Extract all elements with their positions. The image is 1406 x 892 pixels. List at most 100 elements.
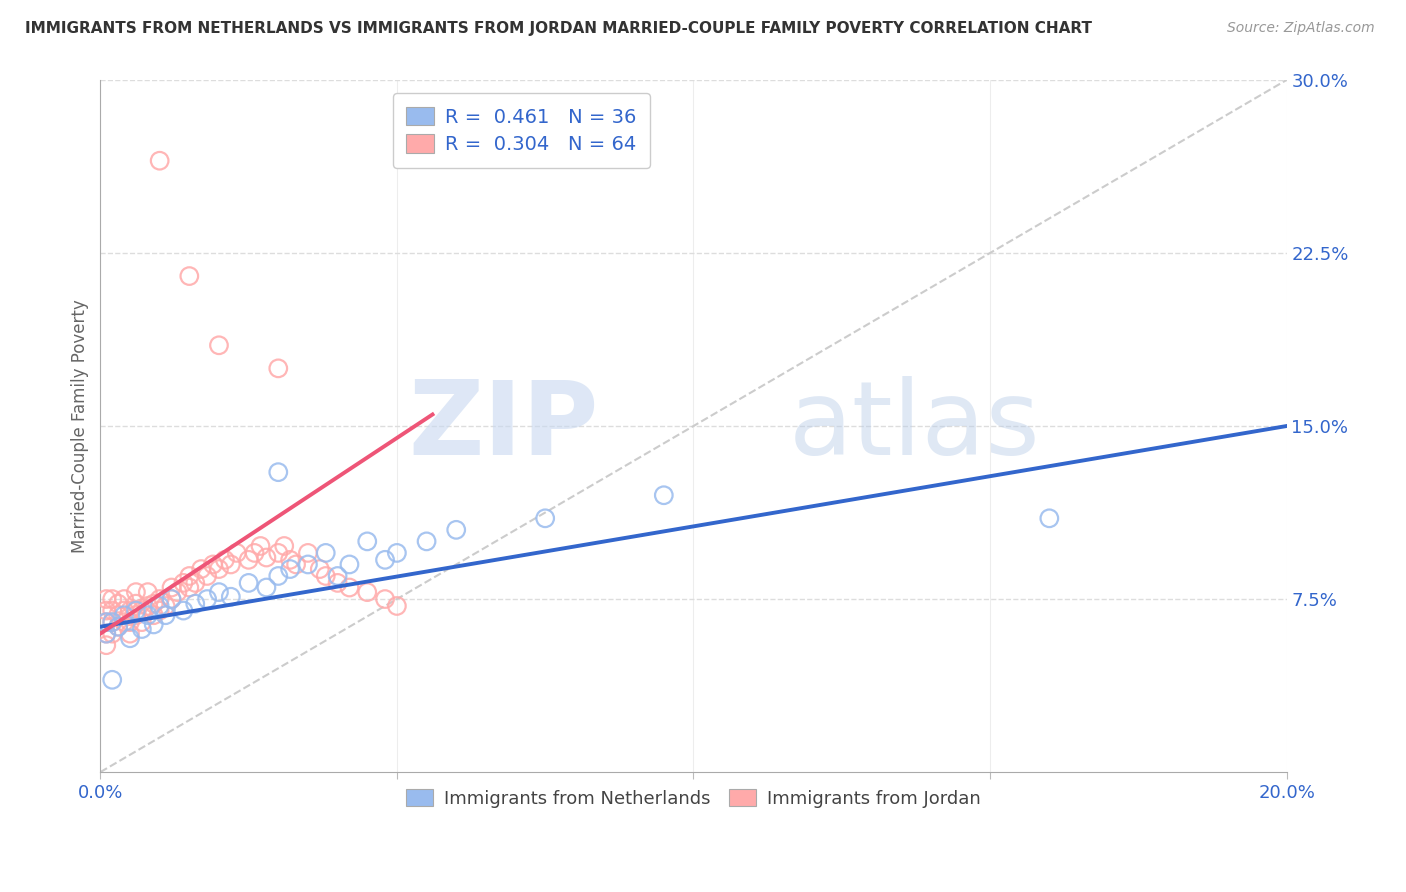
Point (131, 604, 153, 618)
Text: atlas: atlas (789, 376, 1040, 476)
Point (107, 620, 129, 634)
Point (339, 581, 361, 595)
Point (149, 153, 172, 168)
Point (160, 592, 183, 607)
Point (179, 268, 201, 283)
Point (155, 608, 177, 623)
Text: IMMIGRANTS FROM NETHERLANDS VS IMMIGRANTS FROM JORDAN MARRIED-COUPLE FAMILY POVE: IMMIGRANTS FROM NETHERLANDS VS IMMIGRANT… (25, 21, 1092, 37)
Point (385, 599, 408, 613)
Point (278, 562, 301, 576)
Point (315, 546, 337, 560)
Point (249, 539, 271, 553)
Point (297, 558, 319, 572)
Point (96, 592, 118, 607)
Legend: Immigrants from Netherlands, Immigrants from Jordan: Immigrants from Netherlands, Immigrants … (399, 781, 988, 815)
Point (136, 599, 159, 613)
Point (190, 562, 212, 576)
Point (267, 569, 290, 583)
Point (315, 569, 337, 583)
Point (112, 615, 135, 629)
Text: ZIP: ZIP (408, 376, 599, 476)
Point (96, 626, 118, 640)
Point (1038, 511, 1060, 525)
Point (149, 599, 172, 613)
Point (125, 585, 148, 599)
Point (273, 539, 295, 553)
Point (142, 617, 165, 632)
Point (101, 592, 124, 607)
Point (112, 604, 135, 618)
Point (326, 569, 349, 583)
Point (112, 608, 135, 623)
Y-axis label: Married-Couple Family Poverty: Married-Couple Family Poverty (72, 299, 89, 553)
Point (118, 604, 141, 618)
Point (534, 511, 557, 525)
Point (326, 575, 349, 590)
Point (374, 553, 396, 567)
Point (214, 553, 236, 567)
Point (339, 558, 361, 572)
Point (172, 575, 194, 590)
Point (179, 581, 201, 595)
Point (219, 590, 242, 604)
Point (267, 546, 290, 560)
Point (142, 608, 165, 623)
Point (96, 638, 118, 652)
Point (179, 569, 201, 583)
Point (131, 622, 153, 636)
Point (107, 608, 129, 623)
Point (101, 626, 124, 640)
Point (125, 608, 148, 623)
Point (136, 585, 159, 599)
Point (652, 488, 675, 502)
Point (118, 626, 141, 640)
Point (219, 558, 242, 572)
Text: Source: ZipAtlas.com: Source: ZipAtlas.com (1227, 21, 1375, 36)
Point (243, 546, 266, 560)
Point (118, 632, 141, 646)
Point (101, 673, 124, 687)
Point (374, 592, 396, 607)
Point (155, 599, 177, 613)
Point (308, 562, 330, 576)
Point (184, 575, 207, 590)
Point (112, 592, 135, 607)
Point (278, 553, 301, 567)
Point (285, 558, 308, 572)
Point (101, 615, 124, 629)
Point (267, 361, 290, 376)
Point (195, 569, 218, 583)
Point (160, 592, 183, 607)
Point (208, 562, 231, 576)
Point (356, 585, 378, 599)
Point (184, 597, 207, 611)
Point (267, 465, 290, 479)
Point (160, 581, 183, 595)
Point (142, 597, 165, 611)
Point (131, 615, 153, 629)
Point (107, 597, 129, 611)
Point (96, 615, 118, 629)
Point (356, 534, 378, 549)
Point (125, 604, 148, 618)
Point (96, 604, 118, 618)
Point (208, 338, 231, 352)
Point (238, 553, 260, 567)
Point (101, 604, 124, 618)
Point (107, 620, 129, 634)
Point (202, 558, 225, 572)
Point (297, 546, 319, 560)
Point (208, 585, 231, 599)
Point (149, 604, 172, 618)
Point (125, 597, 148, 611)
Point (444, 523, 467, 537)
Point (195, 592, 218, 607)
Point (254, 550, 277, 565)
Point (118, 615, 141, 629)
Point (101, 615, 124, 629)
Point (136, 608, 159, 623)
Point (238, 575, 260, 590)
Point (96, 615, 118, 629)
Point (149, 592, 172, 607)
Point (385, 546, 408, 560)
